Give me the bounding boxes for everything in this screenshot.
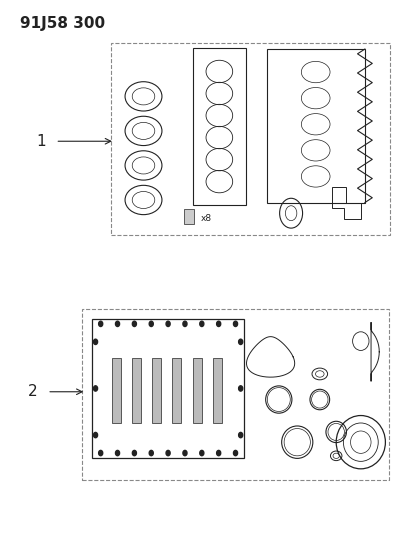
Circle shape <box>216 450 220 456</box>
Circle shape <box>166 321 170 327</box>
Circle shape <box>238 432 242 438</box>
Circle shape <box>99 450 103 456</box>
Bar <box>212 358 221 423</box>
Circle shape <box>216 321 220 327</box>
Circle shape <box>233 321 237 327</box>
Circle shape <box>199 321 203 327</box>
Bar <box>92 319 243 458</box>
Circle shape <box>115 321 119 327</box>
Circle shape <box>166 450 170 456</box>
Bar <box>152 358 161 423</box>
Circle shape <box>182 321 187 327</box>
Bar <box>172 358 181 423</box>
Text: 2: 2 <box>28 384 38 399</box>
Circle shape <box>182 450 187 456</box>
Text: x8: x8 <box>200 214 211 223</box>
Circle shape <box>149 321 153 327</box>
Circle shape <box>132 450 136 456</box>
Bar <box>266 49 364 203</box>
Text: 91J58 300: 91J58 300 <box>20 16 106 31</box>
Bar <box>111 358 120 423</box>
Bar <box>132 358 141 423</box>
Circle shape <box>233 450 237 456</box>
Circle shape <box>93 432 97 438</box>
Circle shape <box>199 450 203 456</box>
Bar <box>183 209 193 224</box>
Circle shape <box>132 321 136 327</box>
Text: 1: 1 <box>36 134 46 149</box>
Circle shape <box>93 339 97 344</box>
Circle shape <box>99 321 103 327</box>
Circle shape <box>93 386 97 391</box>
Circle shape <box>238 386 242 391</box>
Bar <box>192 358 201 423</box>
Circle shape <box>238 339 242 344</box>
Circle shape <box>115 450 119 456</box>
Circle shape <box>149 450 153 456</box>
Bar <box>192 48 245 205</box>
